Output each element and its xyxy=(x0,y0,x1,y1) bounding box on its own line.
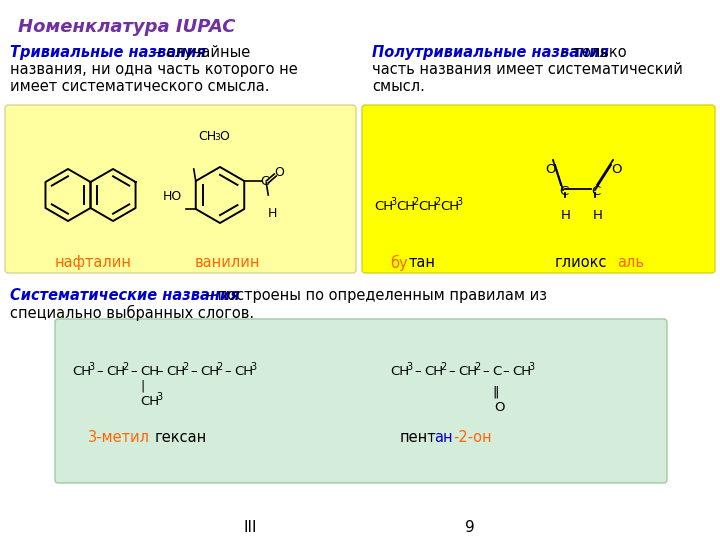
Text: CH: CH xyxy=(166,365,185,378)
Text: 2: 2 xyxy=(412,197,418,207)
Text: имеет систематического смысла.: имеет систематического смысла. xyxy=(10,79,269,94)
Text: H: H xyxy=(561,209,571,222)
Text: 2: 2 xyxy=(440,362,446,372)
Text: CH: CH xyxy=(458,365,477,378)
Text: O: O xyxy=(611,163,621,176)
Text: 2: 2 xyxy=(216,362,222,372)
Text: ан: ан xyxy=(434,430,453,445)
Text: 3: 3 xyxy=(390,197,396,207)
Text: часть названия имеет систематический: часть названия имеет систематический xyxy=(372,62,683,77)
Text: H: H xyxy=(593,209,603,222)
Text: 3: 3 xyxy=(528,362,534,372)
Text: пент: пент xyxy=(400,430,436,445)
Text: тан: тан xyxy=(409,255,436,270)
Text: CH: CH xyxy=(390,365,409,378)
Text: 2: 2 xyxy=(474,362,480,372)
Text: CH: CH xyxy=(106,365,125,378)
Text: CH: CH xyxy=(396,200,415,213)
Text: –: – xyxy=(96,365,103,378)
Text: 2: 2 xyxy=(434,197,440,207)
Text: |: | xyxy=(140,379,144,392)
FancyBboxPatch shape xyxy=(55,319,667,483)
Text: Систематические названия: Систематические названия xyxy=(10,288,240,303)
Text: CH: CH xyxy=(200,365,219,378)
Text: CH: CH xyxy=(424,365,443,378)
Text: CH: CH xyxy=(512,365,531,378)
Text: –: – xyxy=(130,365,137,378)
Text: C: C xyxy=(492,365,501,378)
Text: CH: CH xyxy=(234,365,253,378)
Text: 3: 3 xyxy=(456,197,462,207)
FancyBboxPatch shape xyxy=(5,105,356,273)
Text: смысл.: смысл. xyxy=(372,79,425,94)
Text: гексан: гексан xyxy=(155,430,207,445)
Text: 3: 3 xyxy=(214,133,220,142)
Text: III: III xyxy=(243,520,257,535)
Text: –: – xyxy=(482,365,489,378)
Text: O: O xyxy=(274,166,284,179)
Text: – построены по определенным правилам из: – построены по определенным правилам из xyxy=(201,288,547,303)
Text: -2-он: -2-он xyxy=(453,430,492,445)
Text: CH: CH xyxy=(440,200,459,213)
Text: –: – xyxy=(502,365,508,378)
Text: CH: CH xyxy=(374,200,393,213)
Text: 3: 3 xyxy=(406,362,412,372)
Text: ‖: ‖ xyxy=(492,385,499,398)
Text: O: O xyxy=(219,130,229,143)
Text: 9: 9 xyxy=(465,520,475,535)
Text: O: O xyxy=(545,163,556,176)
Text: нафталин: нафталин xyxy=(55,255,132,270)
Text: –: – xyxy=(448,365,454,378)
Text: ванилин: ванилин xyxy=(195,255,261,270)
Text: аль: аль xyxy=(617,255,644,270)
Text: –: – xyxy=(224,365,230,378)
Text: – случайные: – случайные xyxy=(150,45,251,60)
Text: Тривиальные названия: Тривиальные названия xyxy=(10,45,206,60)
Text: –: – xyxy=(190,365,197,378)
Text: глиокс: глиокс xyxy=(555,255,608,270)
Text: O: O xyxy=(494,401,505,414)
Text: 3: 3 xyxy=(88,362,94,372)
Text: CH: CH xyxy=(418,200,437,213)
Text: Полутривиальные названия: Полутривиальные названия xyxy=(372,45,609,60)
Text: C: C xyxy=(591,185,600,198)
Text: H: H xyxy=(269,207,278,220)
Text: –: – xyxy=(414,365,420,378)
Text: 2: 2 xyxy=(182,362,188,372)
Text: –: – xyxy=(156,365,163,378)
Text: CH: CH xyxy=(140,395,159,408)
Text: специально выбранных слогов.: специально выбранных слогов. xyxy=(10,305,254,321)
Text: 2: 2 xyxy=(122,362,128,372)
Text: C: C xyxy=(260,175,269,188)
Text: CH: CH xyxy=(198,130,216,143)
Text: – только: – только xyxy=(557,45,626,60)
FancyBboxPatch shape xyxy=(362,105,715,273)
Text: HO: HO xyxy=(163,190,182,203)
Text: Номенклатура IUPAC: Номенклатура IUPAC xyxy=(18,18,235,36)
Text: 3-метил: 3-метил xyxy=(88,430,150,445)
Text: CH: CH xyxy=(72,365,91,378)
Text: C: C xyxy=(559,185,568,198)
Text: 3: 3 xyxy=(156,392,162,402)
Text: CH: CH xyxy=(140,365,159,378)
Text: 3: 3 xyxy=(250,362,256,372)
Text: бу: бу xyxy=(390,255,408,271)
Text: названия, ни одна часть которого не: названия, ни одна часть которого не xyxy=(10,62,298,77)
